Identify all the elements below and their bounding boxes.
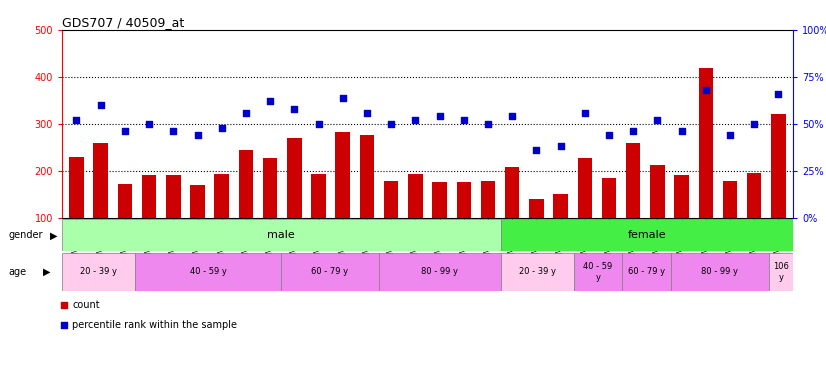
Point — [433, 113, 446, 119]
Point — [409, 117, 422, 123]
Bar — [359, 135, 374, 218]
Bar — [408, 174, 423, 217]
Text: ▶: ▶ — [43, 267, 50, 277]
Bar — [481, 181, 496, 218]
Bar — [723, 181, 738, 218]
Bar — [601, 178, 616, 218]
Text: male: male — [268, 230, 295, 240]
Bar — [166, 176, 181, 217]
Bar — [501, 253, 573, 291]
Point — [457, 117, 470, 123]
Text: 80 - 99 y: 80 - 99 y — [701, 267, 738, 276]
Bar — [335, 132, 350, 218]
Bar — [771, 114, 786, 218]
Bar — [577, 158, 592, 218]
Bar — [457, 182, 471, 218]
Bar — [117, 184, 132, 218]
Text: 40 - 59
y: 40 - 59 y — [583, 262, 613, 282]
Point — [482, 121, 495, 127]
Bar — [62, 253, 135, 291]
Point — [191, 132, 204, 138]
Bar — [768, 253, 793, 291]
Bar — [378, 253, 501, 291]
Point — [263, 98, 277, 104]
Bar — [287, 138, 301, 218]
Point — [529, 147, 543, 153]
Bar — [674, 176, 689, 217]
Point — [385, 121, 398, 127]
Text: 80 - 99 y: 80 - 99 y — [421, 267, 458, 276]
Point — [281, 218, 294, 224]
Point — [602, 132, 615, 138]
Bar — [501, 219, 793, 251]
Text: 60 - 79 y: 60 - 79 y — [311, 267, 349, 276]
Bar — [626, 144, 640, 218]
Point — [118, 128, 131, 134]
Text: percentile rank within the sample: percentile rank within the sample — [73, 320, 237, 330]
Bar — [142, 176, 156, 217]
Point — [287, 106, 301, 112]
Point — [70, 117, 83, 123]
Bar — [505, 167, 520, 217]
Point — [360, 110, 373, 116]
Bar — [311, 174, 325, 217]
Point — [651, 117, 664, 123]
Point — [336, 94, 349, 100]
Point — [700, 87, 713, 93]
Bar — [239, 150, 254, 217]
Text: 60 - 79 y: 60 - 79 y — [629, 267, 665, 276]
Point — [724, 132, 737, 138]
Point — [312, 121, 325, 127]
Point — [748, 121, 761, 127]
Bar — [93, 144, 108, 218]
Bar — [135, 253, 281, 291]
Point — [506, 113, 519, 119]
Text: 40 - 59 y: 40 - 59 y — [190, 267, 226, 276]
Bar — [190, 185, 205, 218]
Text: count: count — [73, 300, 100, 310]
Bar — [281, 253, 378, 291]
Bar — [529, 199, 544, 217]
Text: ▶: ▶ — [50, 230, 57, 240]
Bar — [384, 181, 398, 218]
Bar — [69, 157, 83, 218]
Text: female: female — [628, 230, 666, 240]
Text: 106
y: 106 y — [773, 262, 789, 282]
Point — [281, 31, 294, 37]
Bar — [263, 158, 278, 218]
Point — [771, 91, 785, 97]
Bar — [215, 174, 229, 217]
Point — [94, 102, 107, 108]
Point — [554, 143, 567, 149]
Point — [142, 121, 155, 127]
Bar — [699, 68, 713, 218]
Text: 20 - 39 y: 20 - 39 y — [80, 267, 117, 276]
Point — [578, 110, 591, 116]
Bar — [650, 165, 665, 218]
Point — [215, 124, 228, 130]
Bar — [573, 253, 623, 291]
Bar — [553, 194, 567, 217]
Point — [167, 128, 180, 134]
Bar — [432, 182, 447, 218]
Text: 20 - 39 y: 20 - 39 y — [519, 267, 556, 276]
Point — [627, 128, 640, 134]
Text: GDS707 / 40509_at: GDS707 / 40509_at — [62, 16, 184, 29]
Point — [675, 128, 688, 134]
Bar — [747, 173, 762, 217]
Bar — [623, 253, 671, 291]
Bar — [671, 253, 768, 291]
Text: gender: gender — [8, 230, 43, 240]
Text: age: age — [8, 267, 26, 277]
Point — [240, 110, 253, 116]
Bar — [62, 219, 501, 251]
